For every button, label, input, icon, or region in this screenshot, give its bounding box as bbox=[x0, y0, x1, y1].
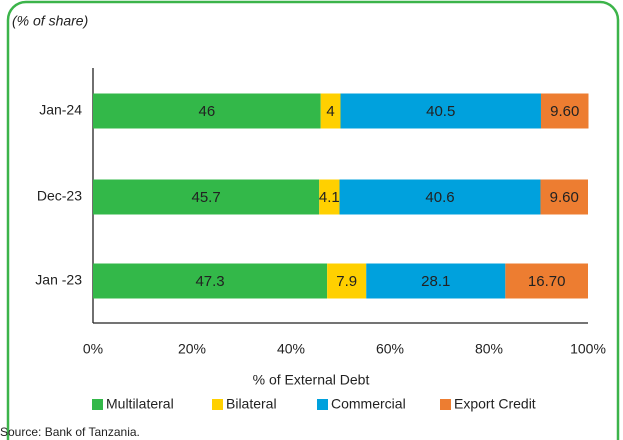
legend-label: Commercial bbox=[331, 396, 406, 412]
x-tick-label: 80% bbox=[475, 341, 503, 357]
legend-label: Multilateral bbox=[106, 396, 174, 412]
data-label: 9.60 bbox=[550, 189, 579, 206]
source: Source: Bank of Tanzania. bbox=[0, 425, 140, 439]
legend-swatch bbox=[92, 399, 103, 410]
y-tick-label: Dec-23 bbox=[37, 188, 82, 204]
data-label: 28.1 bbox=[421, 273, 450, 290]
bar-segment bbox=[327, 263, 367, 299]
data-label: 4 bbox=[326, 103, 334, 120]
bar-segment bbox=[93, 93, 321, 129]
y-tick-label: Jan -23 bbox=[35, 272, 82, 288]
x-tick-label: 40% bbox=[277, 341, 305, 357]
bar-segment bbox=[366, 263, 506, 299]
data-label: 40.5 bbox=[426, 103, 455, 120]
x-tick-label: 0% bbox=[83, 341, 103, 357]
bar-segment bbox=[505, 263, 588, 299]
data-label: 40.6 bbox=[425, 189, 454, 206]
legend-swatch bbox=[440, 399, 451, 410]
frame bbox=[6, 0, 620, 440]
bar-segment bbox=[93, 263, 328, 299]
chart-title: (% of share) bbox=[12, 13, 88, 29]
legend-label: Bilateral bbox=[226, 396, 277, 412]
data-label: 45.7 bbox=[192, 189, 221, 206]
legend-label: Export Credit bbox=[454, 396, 536, 412]
y-tick-label: Jan-24 bbox=[39, 102, 82, 118]
legend-swatch bbox=[317, 399, 328, 410]
bar-segment bbox=[540, 179, 588, 215]
bar-segment bbox=[339, 179, 541, 215]
data-label: 7.9 bbox=[336, 273, 357, 290]
x-axis-title: % of External Debt bbox=[253, 372, 370, 388]
data-label: 4.1 bbox=[319, 189, 340, 206]
bar-segment bbox=[340, 93, 541, 129]
legend-swatch bbox=[212, 399, 223, 410]
data-label: 47.3 bbox=[195, 273, 224, 290]
x-tick-label: 60% bbox=[376, 341, 404, 357]
bar-segment bbox=[540, 93, 589, 129]
data-label: 9.60 bbox=[550, 103, 579, 120]
x-tick-label: 20% bbox=[178, 341, 206, 357]
bar-segment bbox=[319, 179, 340, 215]
x-tick-label: 100% bbox=[570, 341, 606, 357]
bar-segment bbox=[320, 93, 341, 129]
bar-segment bbox=[93, 179, 320, 215]
data-label: 16.70 bbox=[528, 273, 566, 290]
data-label: 46 bbox=[199, 103, 216, 120]
